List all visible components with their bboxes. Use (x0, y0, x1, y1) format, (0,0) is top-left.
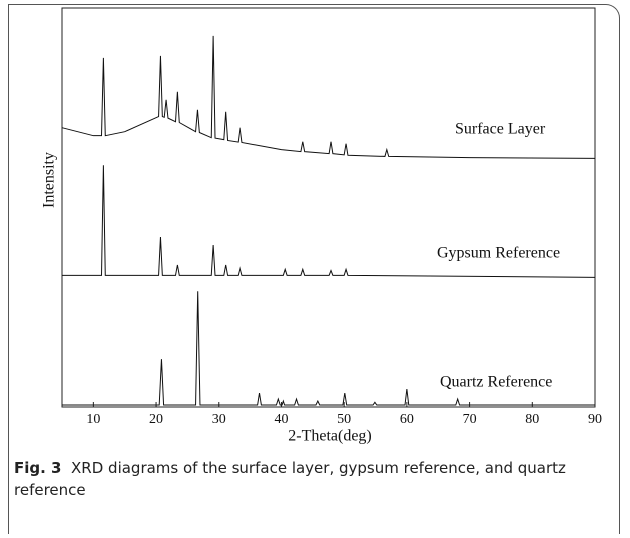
caption-label: Fig. 3 (14, 459, 62, 477)
series-line (62, 291, 595, 406)
x-tick-label: 60 (400, 412, 414, 427)
x-tick-label: 70 (463, 412, 477, 427)
chart: 2-Theta(deg) Intensity 10 20 30 40 50 60 70 80 9… (41, 7, 602, 445)
x-tick-label: 50 (337, 412, 351, 427)
x-tick-label: 40 (274, 412, 288, 427)
x-tick-label: 90 (588, 412, 602, 427)
y-axis-label: Intensity (41, 152, 58, 208)
x-axis-label: 2-Theta(deg) (288, 428, 372, 445)
x-tick-label: 30 (212, 412, 226, 427)
figure-frame (8, 4, 620, 534)
x-tick-label: 80 (525, 412, 539, 427)
caption-text: XRD diagrams of the surface layer, gypsu… (14, 459, 566, 499)
series-label: Quartz Reference (440, 374, 552, 391)
x-tick-label: 10 (86, 412, 100, 427)
series-line (61, 35, 596, 159)
series-line (62, 165, 596, 278)
caption: Fig. 3 XRD diagrams of the surface layer… (14, 457, 614, 501)
series-label: Surface Layer (455, 121, 546, 138)
series-label: Gypsum Reference (437, 245, 560, 262)
plot-frame (61, 7, 596, 408)
x-tick-label: 20 (149, 412, 163, 427)
